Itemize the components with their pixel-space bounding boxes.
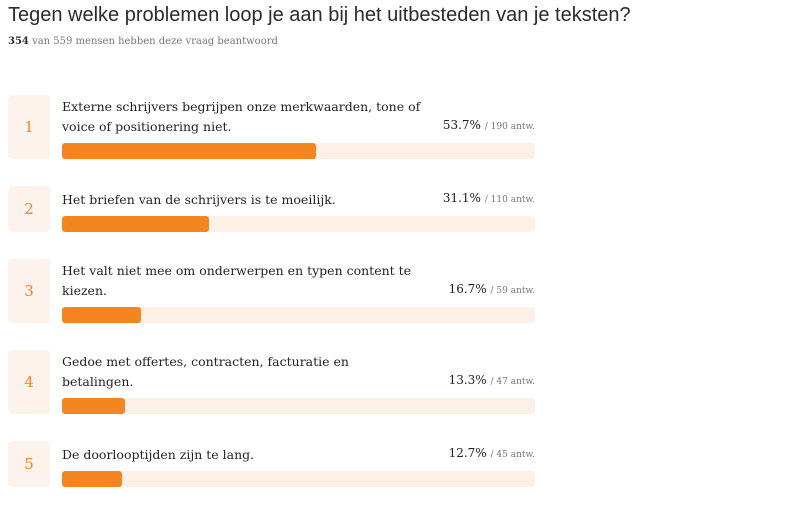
bar-track — [62, 471, 535, 487]
rank: 3 — [8, 259, 50, 323]
bar-track — [62, 143, 535, 159]
answer-count: / 190 antw. — [484, 122, 535, 132]
result-content: Het valt niet mee om onderwerpen en type… — [62, 259, 535, 323]
percentage: 31.1% / 110 antw. — [443, 188, 535, 210]
answer-count: / 110 antw. — [484, 195, 535, 205]
respondents: 354 — [8, 36, 29, 47]
subtitle: 354 van 559 mensen hebben deze vraag bea… — [8, 36, 278, 47]
answer-label: De doorlooptijden zijn te lang. — [62, 447, 255, 462]
answer-count: / 59 antw. — [490, 286, 535, 296]
answer-label: Het briefen van de schrijvers is te moei… — [62, 192, 336, 207]
bar-track — [62, 216, 535, 232]
result-header: Gedoe met offertes, contracten, facturat… — [62, 352, 535, 392]
result-header: De doorlooptijden zijn te lang. 12.7% / 4… — [62, 443, 535, 465]
value-label: 13.3% — [448, 373, 487, 387]
result-row: 1 Externe schrijvers begrijpen onze merkw… — [8, 95, 535, 159]
result-content: Het briefen van de schrijvers is te moei… — [62, 186, 535, 232]
value-label: 12.7% — [448, 446, 487, 460]
result-header: Het valt niet mee om onderwerpen en type… — [62, 261, 535, 301]
percentage: 13.3% / 47 antw. — [449, 370, 535, 392]
result-header: Externe schrijvers begrijpen onze merkwa… — [62, 97, 535, 137]
bar — [62, 216, 210, 232]
bar-track — [62, 307, 535, 323]
percentage: 12.7% / 45 antw. — [449, 443, 535, 465]
answer-label: Externe schrijvers begrijpen onze merkwa… — [62, 99, 421, 134]
result-header: Het briefen van de schrijvers is te moei… — [62, 188, 535, 210]
result-row: 5 De doorlooptijden zijn te lang. 12.7% / … — [8, 441, 535, 487]
bar-track — [62, 398, 535, 414]
result-row: 3 Het valt niet mee om onderwerpen en typ… — [8, 259, 535, 323]
rank: 2 — [8, 186, 50, 232]
rank: 5 — [8, 441, 50, 487]
rank: 1 — [8, 95, 50, 159]
percentage: 53.7% / 190 antw. — [443, 115, 535, 137]
page: Tegen welke problemen loop je aan bij he… — [8, 4, 631, 487]
value-label: 16.7% — [448, 282, 487, 296]
result-content: De doorlooptijden zijn te lang. 12.7% / 4… — [62, 441, 535, 487]
result-content: Externe schrijvers begrijpen onze merkwa… — [62, 95, 535, 159]
value-label: 31.1% — [442, 191, 481, 205]
answer-count: / 45 antw. — [490, 450, 535, 460]
rank: 4 — [8, 350, 50, 414]
bar — [62, 471, 123, 487]
answer-count: / 47 antw. — [490, 377, 535, 387]
subtitle-text: van 559 mensen hebben deze vraag beantwo… — [32, 36, 278, 47]
title: Tegen welke problemen loop je aan bij he… — [8, 4, 631, 26]
bar — [62, 143, 316, 159]
bar — [62, 307, 141, 323]
result-row: 2 Het briefen van de schrijvers is te moe… — [8, 186, 535, 232]
percentage: 16.7% / 59 antw. — [449, 279, 535, 301]
bar — [62, 398, 125, 414]
result-row: 4 Gedoe met offertes, contracten, factura… — [8, 350, 535, 414]
result-content: Gedoe met offertes, contracten, facturat… — [62, 350, 535, 414]
answer-label: Het valt niet mee om onderwerpen en type… — [62, 263, 412, 298]
results: 1 Externe schrijvers begrijpen onze merkw… — [8, 95, 535, 514]
value-label: 53.7% — [442, 118, 481, 132]
answer-label: Gedoe met offertes, contracten, facturat… — [62, 354, 349, 389]
